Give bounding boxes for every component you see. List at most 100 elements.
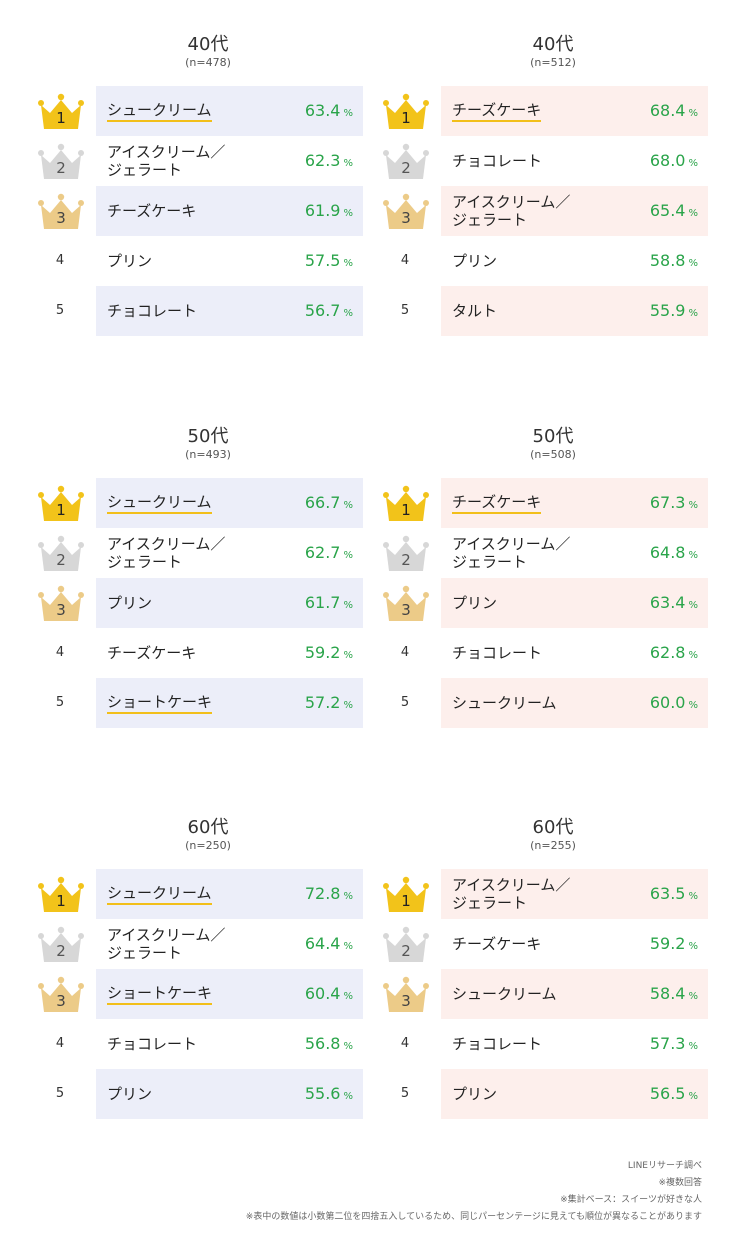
percent-number: 58.8 <box>649 251 686 270</box>
crown-bronze-icon: 3 <box>383 191 429 231</box>
crown-bronze-icon: 3 <box>383 974 429 1014</box>
item-name-text: シュークリーム <box>107 493 212 514</box>
percent-unit: % <box>343 500 353 511</box>
percent-unit: % <box>688 991 698 1002</box>
ranking-row: 4 チョコレート 57.3% <box>379 1019 704 1069</box>
crown-silver-icon: 2 <box>383 533 429 573</box>
ranking-panel-3: 50代 (n=493) 1 シュークリーム 66.7% 2 アイスクリーム／ ジェラート 62.… <box>34 426 363 728</box>
ranking-cell: アイスクリーム／ ジェラート 63.5% <box>441 869 708 919</box>
item-name-line-1: アイスクリーム／ <box>107 535 226 553</box>
ranking-row: 4 チョコレート 62.8% <box>379 628 704 678</box>
rank-badge: 3 <box>379 969 439 1019</box>
rank-badge: 3 <box>34 186 94 236</box>
ranking-cell: チョコレート 56.8% <box>96 1019 363 1069</box>
item-name-text: チーズケーキ <box>107 644 197 662</box>
rank-badge: 2 <box>34 528 94 578</box>
percent-unit: % <box>343 550 353 561</box>
item-name: シュークリーム <box>107 869 212 919</box>
percent-value: 66.7% <box>305 478 353 528</box>
item-name: ショートケーキ <box>107 678 213 728</box>
rank-number: 3 <box>401 601 411 619</box>
percent-number: 59.2 <box>304 643 341 662</box>
rank-badge: 5 <box>379 678 439 728</box>
rank-badge: 3 <box>34 578 94 628</box>
ranking-cell: ショートケーキ 57.2% <box>96 678 363 728</box>
panel-title: 40代 <box>187 34 229 55</box>
item-name-line-1: アイスクリーム／ <box>452 193 571 211</box>
percent-value: 62.7% <box>305 528 353 578</box>
ranking-cell: アイスクリーム／ ジェラート 62.7% <box>96 528 363 578</box>
ranking-cell: プリン 56.5% <box>441 1069 708 1119</box>
rank-badge: 4 <box>379 236 439 286</box>
ranking-list: 1 シュークリーム 72.8% 2 アイスクリーム／ ジェラート 64.4% 3 ショートケーキ… <box>34 869 363 1119</box>
item-name: シュークリーム <box>452 678 557 728</box>
ranking-cell: アイスクリーム／ ジェラート 64.8% <box>441 528 708 578</box>
percent-value: 60.0% <box>650 678 698 728</box>
rank-badge: 5 <box>379 1069 439 1119</box>
ranking-cell: チーズケーキ 67.3% <box>441 478 708 528</box>
ranking-cell: チーズケーキ 59.2% <box>441 919 708 969</box>
rank-number: 1 <box>56 501 66 519</box>
panel-sample-size: (n=493) <box>185 448 231 461</box>
crown-silver-icon: 2 <box>38 924 84 964</box>
ranking-row: 2 チョコレート 68.0% <box>379 136 704 186</box>
panel-sample-size: (n=512) <box>530 56 576 69</box>
note-rounding: ※表中の数値は小数第二位を四捨五入しているため、同じパーセンテージに見えても順位… <box>245 1212 702 1222</box>
ranking-row: 5 チョコレート 56.7% <box>34 286 363 336</box>
item-name: チーズケーキ <box>452 919 541 969</box>
rank-badge: 3 <box>379 186 439 236</box>
ranking-cell: アイスクリーム／ ジェラート 62.3% <box>96 136 363 186</box>
ranking-row: 1 シュークリーム 72.8% <box>34 869 363 919</box>
ranking-list: 1 シュークリーム 66.7% 2 アイスクリーム／ ジェラート 62.7% 3 プリン 61.7… <box>34 478 363 728</box>
rank-badge: 4 <box>34 236 94 286</box>
ranking-row: 1 アイスクリーム／ ジェラート 63.5% <box>379 869 708 919</box>
panel-sample-size: (n=250) <box>185 839 231 852</box>
ranking-list: 1 チーズケーキ 67.3% 2 アイスクリーム／ ジェラート 64.8% 3 プリン 63.4%… <box>379 478 708 728</box>
ranking-cell: チョコレート 57.3% <box>441 1019 708 1069</box>
rank-badge: 1 <box>379 86 439 136</box>
percent-number: 56.8 <box>304 1034 341 1053</box>
rank-badge: 1 <box>34 478 94 528</box>
ranking-cell: アイスクリーム／ ジェラート 64.4% <box>96 919 363 969</box>
percent-value: 56.5% <box>650 1069 698 1119</box>
ranking-cell: タルト 55.9% <box>441 286 708 336</box>
item-name: プリン <box>452 1069 497 1119</box>
ranking-row: 4 プリン 58.8% <box>379 236 704 286</box>
ranking-cell: チーズケーキ 61.9% <box>96 186 363 236</box>
rank-number: 5 <box>55 303 65 318</box>
item-name-text: シュークリーム <box>452 694 557 712</box>
item-name: プリン <box>452 236 497 286</box>
item-name-text: チーズケーキ <box>452 493 542 514</box>
item-name-text: チョコレート <box>452 644 543 662</box>
percent-value: 57.5% <box>305 236 353 286</box>
panel-title: 60代 <box>532 817 574 838</box>
ranking-row: 3 チーズケーキ 61.9% <box>34 186 363 236</box>
rank-badge: 2 <box>34 919 94 969</box>
ranking-panel-4: 50代 (n=508) 1 チーズケーキ 67.3% 2 アイスクリーム／ ジェラート 64.8… <box>379 426 708 728</box>
percent-number: 55.6 <box>304 1084 341 1103</box>
percent-number: 64.8 <box>649 543 686 562</box>
percent-unit: % <box>343 258 353 269</box>
percent-value: 63.4% <box>650 578 698 628</box>
percent-value: 64.8% <box>650 528 698 578</box>
rank-badge: 1 <box>34 869 94 919</box>
panel-title: 50代 <box>532 426 574 447</box>
percent-value: 64.4% <box>305 919 353 969</box>
percent-unit: % <box>688 1091 698 1102</box>
item-name: アイスクリーム／ ジェラート <box>452 869 570 919</box>
rank-badge: 5 <box>34 1069 94 1119</box>
item-name: シュークリーム <box>452 969 557 1019</box>
ranking-cell: シュークリーム 66.7% <box>96 478 363 528</box>
item-name: アイスクリーム／ ジェラート <box>107 136 225 186</box>
percent-unit: % <box>688 308 698 319</box>
percent-unit: % <box>688 650 698 661</box>
ranking-row: 3 プリン 61.7% <box>34 578 363 628</box>
item-name-text: チョコレート <box>452 1035 543 1053</box>
rank-number: 4 <box>55 253 65 268</box>
rank-badge: 4 <box>34 1019 94 1069</box>
item-name-line-1: アイスクリーム／ <box>452 535 571 553</box>
percent-value: 55.6% <box>305 1069 353 1119</box>
rank-number: 5 <box>400 1086 410 1101</box>
percent-unit: % <box>343 208 353 219</box>
item-name-text: ショートケーキ <box>107 693 213 714</box>
